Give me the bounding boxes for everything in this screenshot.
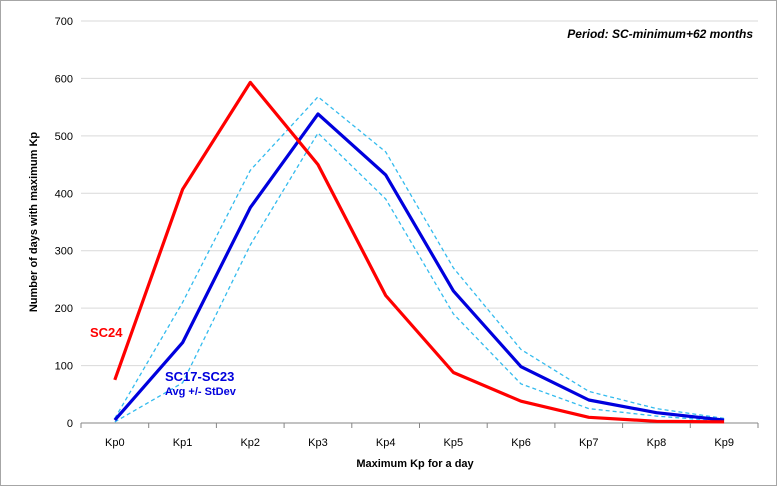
x-tick-label: Kp4 <box>376 437 396 449</box>
series-group <box>113 80 725 424</box>
x-tick-label: Kp0 <box>105 437 125 449</box>
avg-stdev-label: Avg +/- StDev <box>165 386 237 398</box>
x-axis-ticks: Kp0 Kp1 Kp2 Kp3 Kp4 Kp5 Kp6 Kp7 Kp8 Kp9 <box>80 423 759 449</box>
x-tick-label: Kp3 <box>308 437 328 449</box>
y-tick-label: 300 <box>55 246 73 258</box>
y-tick-label: 200 <box>55 303 73 315</box>
y-tick-label: 100 <box>55 361 73 373</box>
y-tick-label: 500 <box>55 131 73 143</box>
gridlines <box>81 20 758 424</box>
y-tick-label: 0 <box>67 418 73 430</box>
series-line-sc24 <box>113 80 725 424</box>
chart-title: Period: SC-minimum+62 months <box>567 27 753 41</box>
y-tick-label: 700 <box>55 16 73 28</box>
y-axis-ticks: 0 100 200 300 400 500 600 700 <box>55 16 73 430</box>
series-line-sc17-sc23 <box>113 112 725 422</box>
x-tick-label: Kp7 <box>579 437 599 449</box>
x-tick-label: Kp6 <box>511 437 531 449</box>
sc24-series-label: SC24 <box>90 325 123 340</box>
y-tick-label: 600 <box>55 73 73 85</box>
x-tick-label: Kp8 <box>647 437 667 449</box>
x-tick-label: Kp1 <box>173 437 193 449</box>
x-tick-label: Kp5 <box>444 437 464 449</box>
sc17-sc23-series-label: SC17-SC23 <box>165 369 234 384</box>
series-line-lower-stdev <box>114 132 725 423</box>
y-tick-label: 400 <box>55 188 73 200</box>
x-axis-title: Maximum Kp for a day <box>356 458 474 470</box>
x-tick-label: Kp2 <box>240 437 260 449</box>
y-axis-title: Number of days with maximum Kp <box>28 132 40 313</box>
x-tick-label: Kp9 <box>714 437 734 449</box>
